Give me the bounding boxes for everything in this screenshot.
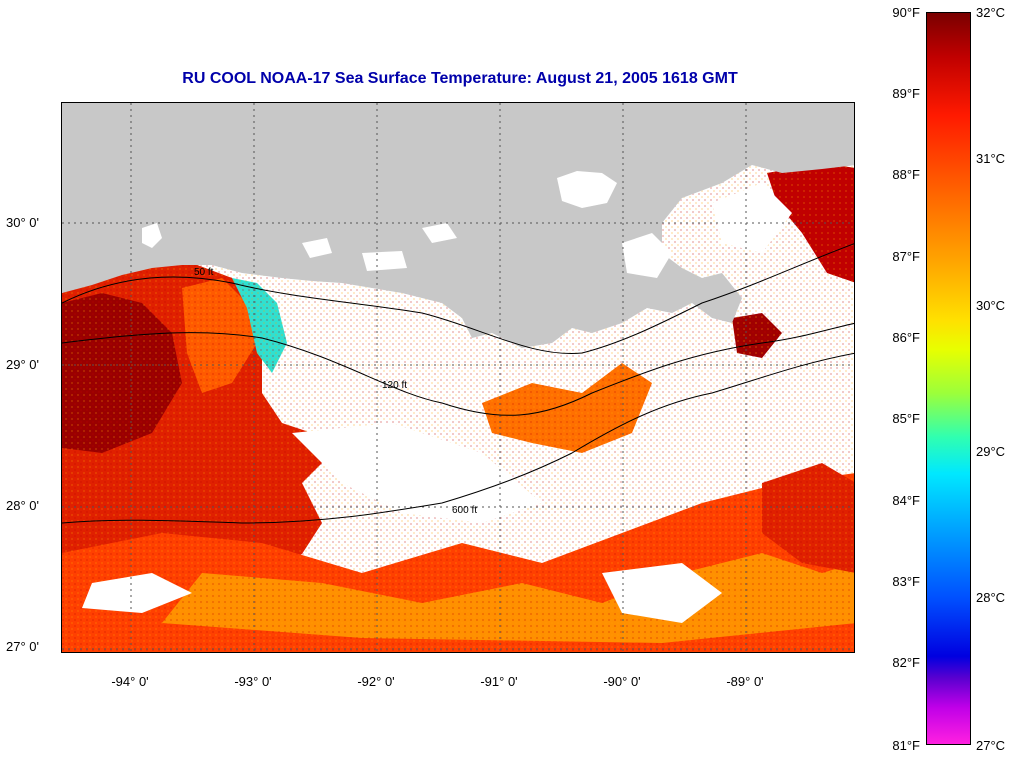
cloud-patch-2 (82, 573, 192, 613)
contour-600ft (62, 352, 854, 524)
lon-label-94: -94° 0' (111, 674, 149, 689)
colorbar-f-81: 81°F (892, 738, 920, 753)
colorbar-f-84: 84°F (892, 493, 920, 508)
cloud-patch-1 (292, 423, 542, 523)
lat-label-28: 28° 0' (6, 498, 39, 513)
contour-label-600ft: 600 ft (452, 505, 477, 516)
colorbar-f-85: 85°F (892, 411, 920, 426)
colorbar-f-82: 82°F (892, 655, 920, 670)
colorbar-c-27: 27°C (976, 738, 1006, 753)
colorbar-c-32: 32°C (976, 5, 1006, 20)
colorbar-c-30: 30°C (976, 298, 1006, 313)
contour-label-50ft: 50 ft (194, 267, 214, 278)
contour-50ft (62, 243, 854, 355)
sst-map-canvas: 50 ft 120 ft 600 ft (62, 103, 854, 652)
temperature-colorbar (926, 12, 971, 745)
map-title: RU COOL NOAA-17 Sea Surface Temperature:… (182, 70, 738, 87)
cloud-patch-3 (602, 563, 722, 623)
contour-label-group: 50 ft 120 ft 600 ft (194, 267, 477, 516)
lon-label-91: -91° 0' (480, 674, 518, 689)
lake-calcasieu (142, 223, 162, 248)
colorbar-f-90: 90°F (892, 5, 920, 20)
lon-label-93: -93° 0' (234, 674, 272, 689)
graticule (62, 103, 854, 652)
breton-sound (712, 183, 792, 253)
lat-label-27: 27° 0' (6, 639, 39, 654)
colorbar-f-89: 89°F (892, 86, 920, 101)
lat-label-29: 29° 0' (6, 357, 39, 372)
contour-120ft (62, 322, 854, 416)
lat-label-30: 30° 0' (6, 215, 39, 230)
sst-map: 50 ft 120 ft 600 ft (61, 102, 855, 653)
bay-small-1 (302, 238, 332, 258)
colorbar-f-88: 88°F (892, 167, 920, 182)
lake-pontchartrain (557, 171, 617, 208)
contour-label-120ft: 120 ft (382, 380, 407, 391)
colorbar-f-87: 87°F (892, 249, 920, 264)
colorbar-c-31: 31°C (976, 151, 1006, 166)
land-louisiana-texas (62, 103, 854, 348)
lon-label-89: -89° 0' (726, 674, 764, 689)
bay-small-3 (362, 251, 407, 271)
colorbar-c-28: 28°C (976, 590, 1006, 605)
colorbar-f-86: 86°F (892, 330, 920, 345)
colorbar-c-29: 29°C (976, 444, 1006, 459)
colorbar-f-83: 83°F (892, 574, 920, 589)
bathymetry-contours (62, 243, 854, 524)
lon-label-92: -92° 0' (357, 674, 395, 689)
lon-label-90: -90° 0' (603, 674, 641, 689)
barataria-bay (622, 233, 672, 278)
bay-small-2 (422, 223, 457, 243)
